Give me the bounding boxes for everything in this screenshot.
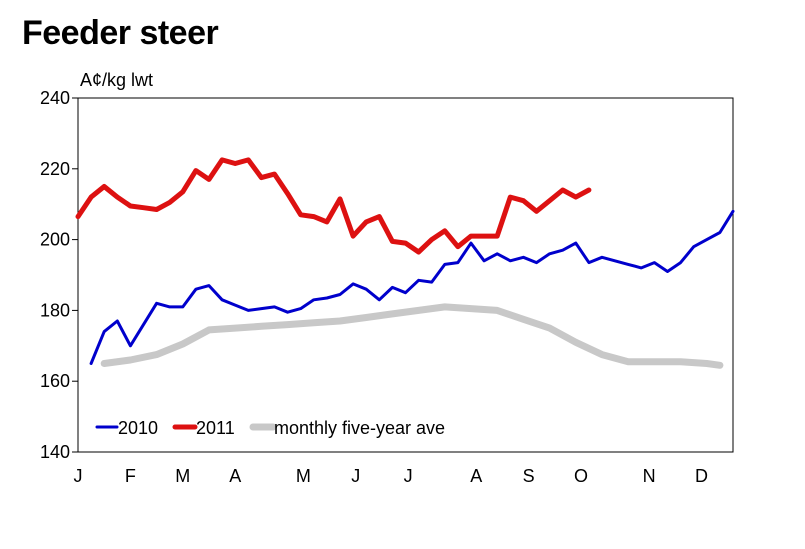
plot-frame <box>77 97 734 453</box>
y-tick-label: 200 <box>40 230 70 250</box>
series-line-2011 <box>75 157 592 255</box>
x-tick-label: M <box>175 466 190 486</box>
x-tick-label: A <box>229 466 241 486</box>
series-line-2010 <box>89 209 735 365</box>
legend-label: 2011 <box>196 418 235 438</box>
legend-label: 2010 <box>118 418 158 438</box>
legend: 2010 2011 monthly five-year ave <box>95 418 445 438</box>
y-tick-label: 140 <box>40 442 70 462</box>
y-tick-label: 180 <box>40 300 70 320</box>
chart-title: Feeder steer <box>22 14 219 52</box>
y-tick-label: 240 <box>40 88 70 108</box>
y-axis-ticks: 140 160 180 200 220 240 <box>40 88 78 462</box>
y-tick-label: 220 <box>40 159 70 179</box>
x-tick-label: J <box>351 466 360 486</box>
x-tick-label: J <box>74 466 83 486</box>
series-lines <box>75 157 735 369</box>
series-line-monthly-five-year-ave <box>100 303 724 369</box>
x-tick-label: J <box>404 466 413 486</box>
x-tick-label: A <box>470 466 482 486</box>
y-axis-unit-label: A¢/kg lwt <box>80 70 153 90</box>
x-tick-label: D <box>695 466 708 486</box>
x-tick-label: O <box>574 466 588 486</box>
y-tick-label: 160 <box>40 371 70 391</box>
x-tick-label: S <box>523 466 535 486</box>
x-tick-label: F <box>125 466 136 486</box>
x-tick-label: N <box>643 466 656 486</box>
legend-label: monthly five-year ave <box>274 418 445 438</box>
x-tick-label: M <box>296 466 311 486</box>
